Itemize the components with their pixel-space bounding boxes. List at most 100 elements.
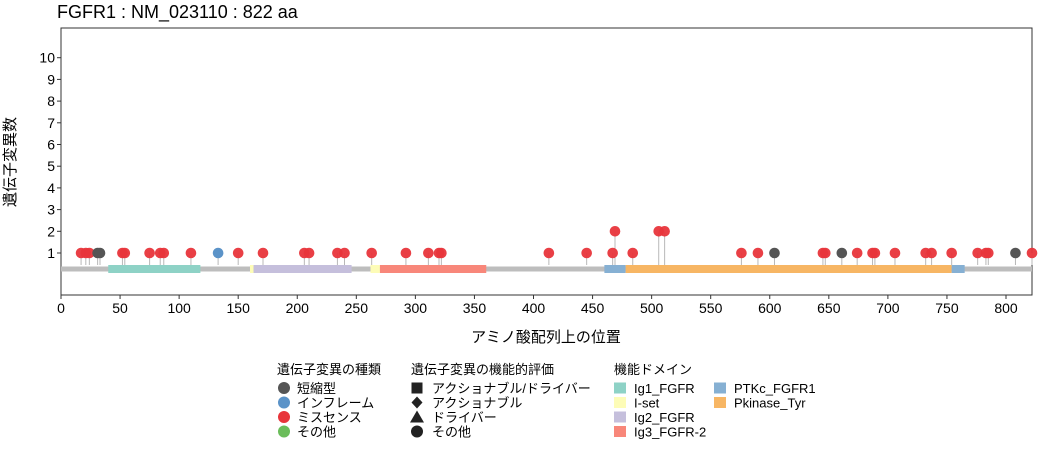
legend-type-swatch	[278, 411, 290, 423]
domain-bar	[108, 265, 201, 273]
y-tick-label: 5	[47, 158, 55, 174]
legend-type-label: インフレーム	[297, 396, 374, 411]
mutation-point	[158, 247, 170, 259]
legend-type-swatch	[278, 396, 290, 409]
mutation-point	[1026, 247, 1038, 259]
legend-domain-label: Ig2_FGFR	[634, 410, 695, 425]
x-tick-label: 350	[463, 300, 487, 316]
domain-bar	[370, 265, 380, 273]
mutation-point	[926, 247, 937, 259]
mutation-point	[851, 247, 863, 259]
mutation-point	[581, 247, 592, 259]
domain-bar	[250, 265, 254, 273]
mutation-point	[84, 247, 95, 259]
y-axis: 1 2 3 4 5 6 7 8 9 10	[39, 50, 61, 261]
y-tick-label: 1	[47, 245, 55, 261]
mutation-point	[659, 226, 670, 237]
x-tick-label: 450	[581, 300, 605, 316]
mutation-point	[982, 247, 994, 259]
mutation-point	[303, 247, 315, 259]
x-tick-label: 250	[345, 300, 369, 316]
mutation-point	[836, 247, 848, 259]
legend-domain-swatch	[714, 397, 726, 408]
x-tick-label: 100	[167, 300, 191, 316]
legend-type-swatch	[278, 425, 290, 438]
x-tick-label: 200	[286, 300, 310, 316]
legend-domain-swatch	[614, 397, 626, 408]
x-tick-label: 600	[758, 300, 782, 316]
y-tick-label: 4	[47, 180, 55, 196]
x-tick-label: 150	[227, 300, 251, 316]
legend-type-label: ミスセンス	[297, 410, 362, 425]
mutation-point	[607, 247, 618, 259]
mutation-point	[769, 247, 780, 259]
legend-domain-label: Pkinase_Tyr	[734, 396, 806, 411]
y-tick-label: 3	[47, 202, 55, 218]
legend-title-domains: 機能ドメイン	[614, 362, 692, 377]
mutation-point	[972, 247, 983, 259]
chart-title: FGFR1 : NM_023110 : 822 aa	[57, 2, 299, 23]
mutation-point	[144, 247, 155, 259]
mutation-point	[94, 247, 106, 259]
legend-domain-swatch	[614, 382, 626, 394]
mutation-point	[436, 247, 447, 259]
legend-functional-label: アクショナブル	[432, 396, 522, 411]
legend-domain-swatch	[714, 382, 726, 394]
mutation-point	[366, 247, 377, 259]
y-tick-label: 10	[39, 50, 55, 66]
x-axis-label: アミノ酸配列上の位置	[471, 329, 621, 346]
domain-bar	[625, 265, 952, 273]
y-tick-label: 8	[47, 93, 55, 109]
mutation-heads	[75, 226, 1038, 259]
legend-functional-label: ドライバー	[432, 410, 497, 425]
legend-type-label: その他	[297, 425, 336, 440]
square-icon	[411, 382, 423, 394]
mutation-point	[946, 247, 957, 259]
y-tick-label: 7	[47, 115, 55, 131]
mutation-point	[423, 247, 434, 259]
x-tick-label: 550	[699, 300, 723, 316]
legend-type-swatch	[278, 382, 290, 394]
y-tick-label: 9	[47, 71, 55, 87]
mutation-point	[627, 247, 639, 259]
x-tick-label: 500	[640, 300, 664, 316]
mutation-point	[400, 247, 412, 259]
legend-domain-label: PTKc_FGFR1	[734, 381, 816, 396]
diamond-icon	[411, 396, 423, 409]
legend-domain-label: Ig1_FGFR	[634, 381, 695, 396]
legend-domain-label: Ig3_FGFR-2	[634, 425, 706, 440]
legend-functional-label: その他	[432, 425, 471, 440]
legend-title-mutation-types: 遺伝子変異の種類	[277, 362, 381, 377]
x-tick-label: 0	[57, 300, 65, 316]
x-axis: 0 50 100 150 200 250 300 350 400 450 500 550 600 650 7…	[57, 295, 1018, 316]
domain-bar	[951, 265, 965, 273]
mutation-point	[185, 247, 197, 259]
x-tick-label: 700	[876, 300, 900, 316]
domain-bar	[379, 265, 487, 273]
mutation-point	[339, 247, 350, 259]
protein-backbone-layer	[61, 265, 1032, 273]
y-tick-label: 2	[47, 223, 55, 239]
x-tick-label: 650	[817, 300, 841, 316]
legend-domain-swatch	[614, 426, 626, 437]
mutation-point	[609, 226, 621, 237]
protein-backbone	[61, 266, 1032, 272]
mutation-point	[752, 247, 764, 259]
mutation-point	[736, 247, 747, 259]
domain-bar	[253, 265, 352, 273]
x-tick-label: 750	[935, 300, 959, 316]
mutation-point	[119, 247, 131, 259]
legend: 遺伝子変異の種類 遺伝子変異の機能的評価 機能ドメイン 短縮型インフレームミスセ…	[277, 362, 816, 440]
mutation-point	[543, 247, 555, 259]
legend-domain-swatch	[614, 411, 626, 423]
mutation-point	[257, 247, 269, 259]
triangle-icon	[410, 410, 424, 423]
y-axis-label: 遺伝子変異数	[2, 117, 19, 207]
y-tick-label: 6	[47, 137, 55, 153]
x-tick-label: 50	[112, 300, 128, 316]
mutation-point	[869, 247, 881, 259]
